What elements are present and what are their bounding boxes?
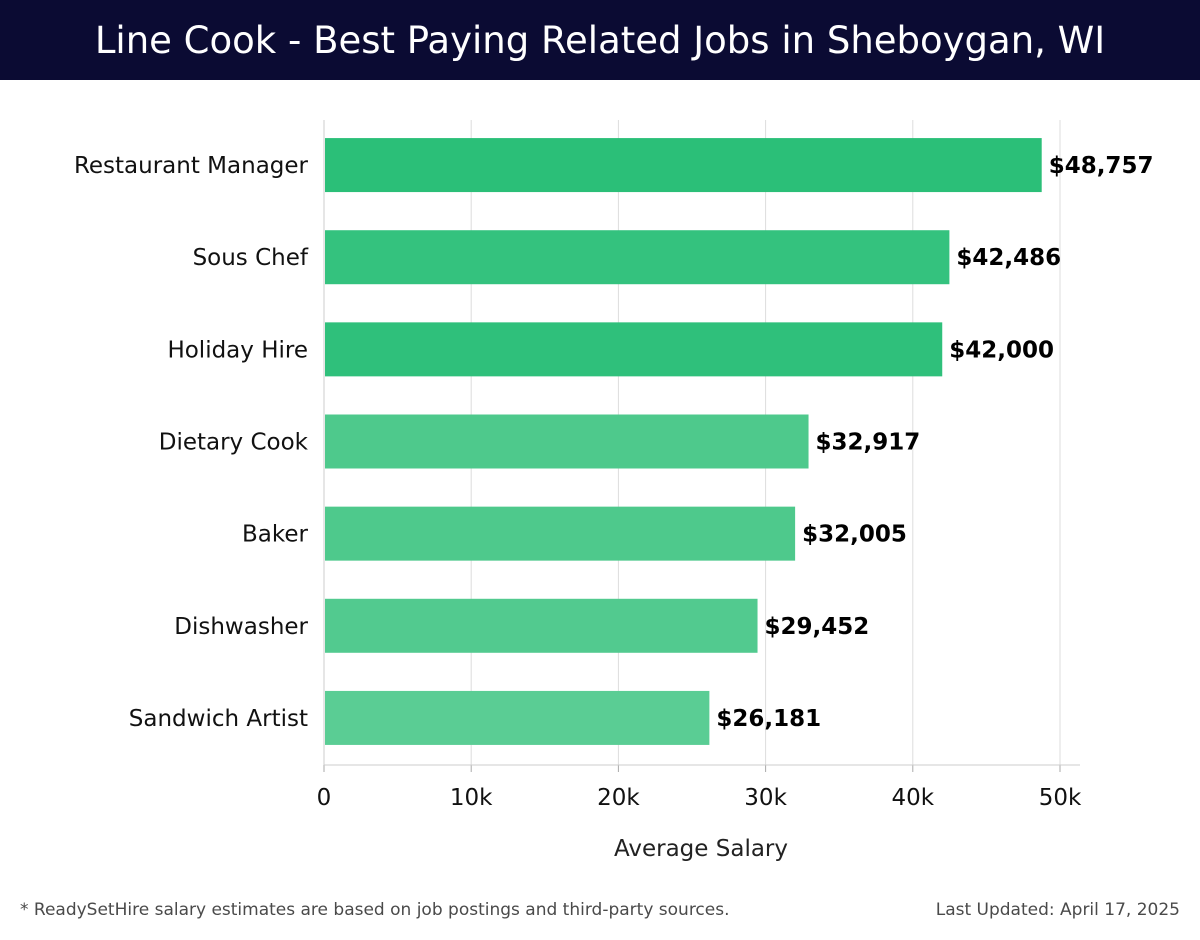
category-label: Sandwich Artist: [129, 706, 308, 732]
x-tick-label: 10k: [450, 785, 493, 811]
chart-header: Line Cook - Best Paying Related Jobs in …: [0, 0, 1200, 80]
category-label: Dishwasher: [174, 614, 308, 640]
x-tick-label: 40k: [892, 785, 935, 811]
labels: 0 10k 20k 30k 40k 50k Restaurant Manager $48,75…: [74, 153, 1154, 811]
bars: [325, 138, 1042, 745]
value-label: $32,917: [816, 430, 921, 456]
bar-chart: 0 10k 20k 30k 40k 50k Restaurant Manager $48,75…: [74, 120, 1154, 862]
bar: [325, 690, 710, 745]
axes: [323, 120, 1080, 772]
bar: [325, 414, 809, 469]
bar: [325, 598, 758, 653]
value-label: $42,486: [956, 245, 1061, 271]
value-label: $48,757: [1049, 153, 1154, 179]
x-tick-label: 0: [317, 785, 332, 811]
x-axis-title: Average Salary: [614, 836, 788, 862]
category-label: Holiday Hire: [167, 337, 308, 363]
bar: [325, 506, 796, 561]
category-label: Baker: [242, 522, 309, 548]
last-updated: Last Updated: April 17, 2025: [935, 900, 1180, 920]
category-label: Dietary Cook: [159, 430, 309, 456]
category-label: Restaurant Manager: [74, 153, 309, 179]
chart-title: Line Cook - Best Paying Related Jobs in …: [94, 18, 1106, 62]
bar: [325, 322, 943, 377]
bar: [325, 230, 950, 285]
x-tick-label: 30k: [744, 785, 787, 811]
value-label: $29,452: [765, 614, 870, 640]
footer-note: * ReadySetHire salary estimates are base…: [20, 900, 730, 920]
value-label: $32,005: [802, 522, 907, 548]
value-label: $42,000: [949, 337, 1054, 363]
category-label: Sous Chef: [193, 245, 309, 271]
x-tick-label: 20k: [597, 785, 640, 811]
value-label: $26,181: [716, 706, 821, 732]
x-tick-label: 50k: [1039, 785, 1082, 811]
bar: [325, 138, 1042, 193]
